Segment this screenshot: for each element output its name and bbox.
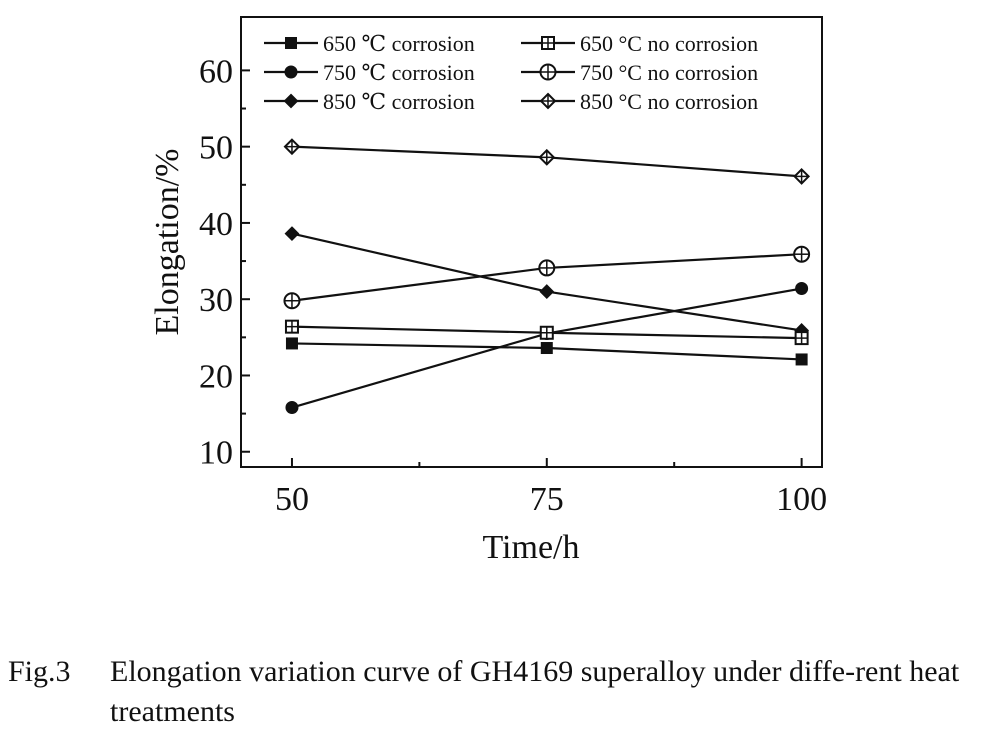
legend-entry: 750 ℃ corrosion xyxy=(264,60,475,85)
legend-entry: 850 ℃ corrosion xyxy=(264,89,475,114)
y-tick-label: 60 xyxy=(199,53,233,90)
data-point xyxy=(285,401,299,415)
legend-label: 750 ℃ corrosion xyxy=(323,60,475,85)
legend-entry: 750 °C no corrosion xyxy=(521,60,758,85)
y-tick-label: 50 xyxy=(199,130,233,167)
y-axis-label: Elongation/% xyxy=(149,149,186,336)
legend-entry: 850 °C no corrosion xyxy=(521,89,758,114)
series xyxy=(284,226,810,338)
series-layer xyxy=(283,138,811,415)
axis-ticks: 10 20 30 40 50 60 50 75 100 xyxy=(199,53,827,518)
y-tick-label: 40 xyxy=(199,206,233,243)
data-point xyxy=(285,37,297,49)
legend-entry: 650 °C no corrosion xyxy=(521,31,758,56)
elongation-chart: 10 20 30 40 50 60 50 75 100 650 ℃ corrosion 750 ℃… xyxy=(149,16,827,566)
legend-label: 650 °C no corrosion xyxy=(580,31,758,56)
data-point xyxy=(284,226,300,242)
x-tick-label: 100 xyxy=(776,481,827,518)
legend-label: 650 ℃ corrosion xyxy=(323,31,475,56)
legend-label: 750 °C no corrosion xyxy=(580,60,758,85)
series xyxy=(283,138,811,185)
x-tick-label: 75 xyxy=(530,481,564,518)
data-point xyxy=(284,65,298,79)
y-tick-label: 30 xyxy=(199,282,233,319)
plot-frame xyxy=(240,16,823,468)
caption-text: Elongation variation curve of GH4169 sup… xyxy=(110,655,960,728)
legend-label: 850 °C no corrosion xyxy=(580,89,758,114)
y-tick-label: 20 xyxy=(199,358,233,395)
series xyxy=(283,245,811,310)
series xyxy=(284,319,809,346)
data-point xyxy=(539,284,555,299)
y-tick-label: 10 xyxy=(199,435,233,472)
data-point xyxy=(795,353,808,366)
series xyxy=(285,337,808,366)
series-line xyxy=(291,232,802,332)
data-point xyxy=(540,342,553,355)
caption-label: Fig.3 xyxy=(8,655,71,688)
legend-entry: 650 ℃ corrosion xyxy=(264,31,475,56)
legend: 650 ℃ corrosion 750 ℃ corrosion 850 ℃ corr… xyxy=(264,31,758,114)
data-point xyxy=(285,337,298,350)
data-point xyxy=(283,93,299,109)
x-tick-label: 50 xyxy=(275,481,309,518)
x-axis-label: Time/h xyxy=(482,529,579,566)
legend-label: 850 ℃ corrosion xyxy=(323,89,475,114)
data-point xyxy=(795,282,809,296)
